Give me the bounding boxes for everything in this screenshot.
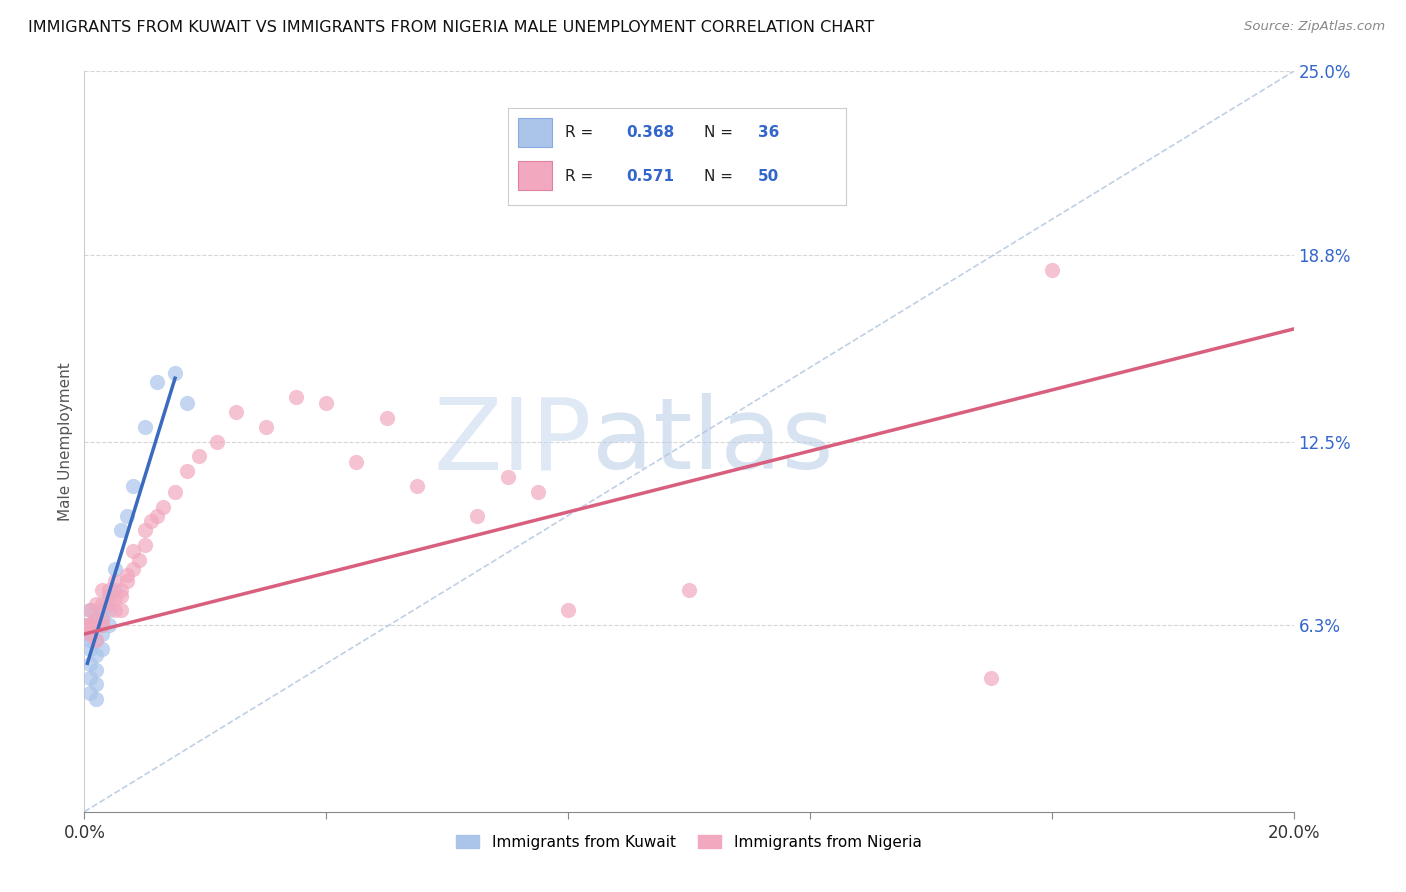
Point [315, 396, 337, 410]
Point [86, 677, 108, 691]
Point [557, 603, 579, 617]
Point [86, 618, 108, 632]
Point [110, 603, 132, 617]
Point [128, 553, 150, 567]
Point [104, 574, 127, 588]
Point [79, 618, 101, 632]
Point [91, 618, 114, 632]
Point [91, 603, 114, 617]
Point [104, 603, 127, 617]
Point [91, 618, 114, 632]
Point [285, 390, 308, 404]
Point [134, 419, 156, 434]
Point [104, 562, 127, 576]
Point [980, 672, 1002, 686]
Point [86, 612, 108, 626]
Point [79, 686, 101, 700]
Point [73, 627, 96, 641]
Point [115, 567, 138, 582]
Point [146, 508, 169, 523]
Point [97, 603, 120, 617]
Point [110, 589, 132, 603]
Point [91, 612, 114, 626]
Point [91, 641, 114, 656]
Point [86, 612, 108, 626]
Point [146, 376, 169, 390]
Text: ZIP: ZIP [434, 393, 592, 490]
Point [188, 450, 211, 464]
Point [121, 562, 143, 576]
Point [79, 603, 101, 617]
Point [134, 524, 156, 538]
Point [496, 470, 519, 484]
Point [79, 632, 101, 647]
Point [79, 672, 101, 686]
Point [207, 434, 229, 449]
Point [91, 612, 114, 626]
Point [115, 508, 138, 523]
Point [588, 183, 610, 197]
Point [139, 515, 162, 529]
Point [86, 618, 108, 632]
Point [165, 367, 187, 381]
Point [225, 405, 247, 419]
Point [73, 618, 96, 632]
Point [79, 618, 101, 632]
Point [97, 598, 120, 612]
Point [121, 544, 143, 558]
Point [86, 632, 108, 647]
Point [678, 582, 700, 597]
Text: IMMIGRANTS FROM KUWAIT VS IMMIGRANTS FROM NIGERIA MALE UNEMPLOYMENT CORRELATION : IMMIGRANTS FROM KUWAIT VS IMMIGRANTS FRO… [28, 20, 875, 35]
Point [134, 538, 156, 552]
Point [176, 396, 198, 410]
Point [110, 582, 132, 597]
Point [86, 598, 108, 612]
Point [79, 603, 101, 617]
Point [97, 589, 120, 603]
Point [79, 618, 101, 632]
Point [467, 508, 489, 523]
Legend: Immigrants from Kuwait, Immigrants from Nigeria: Immigrants from Kuwait, Immigrants from … [450, 829, 928, 856]
Point [104, 591, 127, 606]
Point [97, 582, 120, 597]
Point [86, 692, 108, 706]
Y-axis label: Male Unemployment: Male Unemployment [58, 362, 73, 521]
Text: Source: ZipAtlas.com: Source: ZipAtlas.com [1244, 20, 1385, 33]
Point [152, 500, 174, 514]
Point [176, 464, 198, 478]
Point [254, 419, 277, 434]
Point [91, 598, 114, 612]
Point [86, 648, 108, 662]
Point [406, 479, 429, 493]
Point [527, 484, 550, 499]
Point [91, 582, 114, 597]
Point [346, 455, 368, 469]
Point [79, 627, 101, 641]
Point [86, 618, 108, 632]
Point [165, 484, 187, 499]
Point [115, 574, 138, 588]
Point [110, 524, 132, 538]
Point [375, 410, 398, 425]
Point [79, 641, 101, 656]
Point [1040, 262, 1063, 277]
Point [121, 479, 143, 493]
Point [104, 582, 127, 597]
Point [79, 627, 101, 641]
Point [97, 618, 120, 632]
Point [86, 663, 108, 677]
Point [79, 618, 101, 632]
Text: atlas: atlas [592, 393, 834, 490]
Point [73, 618, 96, 632]
Point [91, 627, 114, 641]
Point [86, 632, 108, 647]
Point [79, 657, 101, 671]
